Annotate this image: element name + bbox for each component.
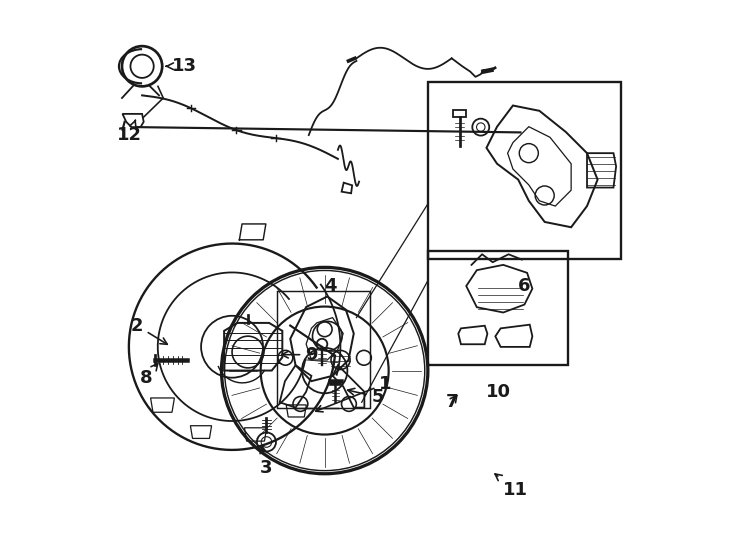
Text: 13: 13 bbox=[166, 57, 197, 75]
Text: 3: 3 bbox=[260, 447, 273, 477]
Text: 6: 6 bbox=[518, 277, 531, 295]
Bar bbox=[428, 252, 568, 365]
Bar bbox=[428, 82, 621, 259]
Text: 7: 7 bbox=[446, 393, 458, 411]
Text: 4: 4 bbox=[324, 277, 336, 295]
Text: 11: 11 bbox=[495, 474, 528, 498]
Text: 12: 12 bbox=[117, 120, 142, 144]
Text: 2: 2 bbox=[131, 316, 167, 345]
Text: 10: 10 bbox=[485, 383, 510, 401]
Text: 9: 9 bbox=[282, 346, 318, 363]
Text: 5: 5 bbox=[348, 388, 384, 406]
Text: 8: 8 bbox=[139, 363, 158, 388]
Text: 1: 1 bbox=[316, 375, 392, 412]
